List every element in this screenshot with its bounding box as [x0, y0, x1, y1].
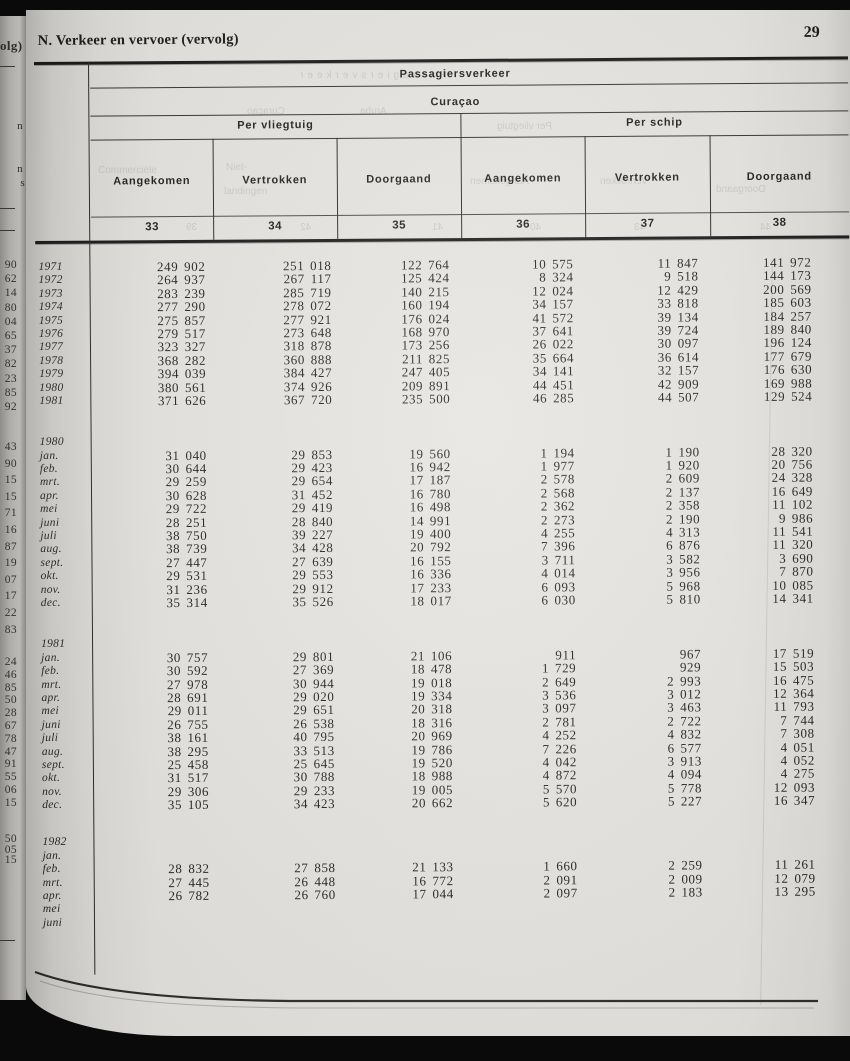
bleedthrough-text: 39 — [186, 222, 198, 233]
edge-rule-fragment — [0, 66, 15, 67]
edge-text-fragment: olg) — [0, 38, 23, 53]
bleedthrough-text: Commerciële — [98, 165, 157, 176]
facing-page-edge — [0, 16, 26, 1000]
edge-number-fragments: 43 90 15 15 71 16 87 19 07 17 22 83 — [4, 441, 17, 636]
page-bottom-rule — [34, 970, 818, 1009]
bleedthrough-text: landingen — [224, 186, 268, 197]
edge-number-fragments: 50 05 15 — [4, 833, 17, 866]
bleedthrough-text: Per vliegtuig — [497, 121, 553, 132]
bleedthrough-text: Aruba — [360, 106, 387, 117]
edge-rule-fragment — [0, 230, 15, 231]
bleedthrough-text: 41 — [432, 222, 444, 233]
bleedthrough-text: 42 — [300, 222, 312, 233]
edge-number-fragments: 24 46 85 50 28 67 78 47 91 55 06 15 — [4, 656, 17, 809]
edge-rule-fragment — [0, 940, 15, 941]
bleedthrough-text: Aangekomen — [470, 176, 529, 187]
bleedthrough-text: Curaçao — [247, 106, 285, 117]
document-page: N. Verkeer en vervoer (vervolg) 29 Passa… — [26, 10, 850, 1036]
bleedthrough-text: 44 — [760, 222, 772, 233]
edge-text-fragment: n — [17, 163, 23, 175]
edge-number-fragments: 90 62 14 80 04 65 37 82 23 85 92 — [4, 259, 17, 414]
edge-text-fragment: n — [17, 120, 23, 132]
edge-text-fragment: s — [20, 177, 25, 189]
bleedthrough-text: Passagiersverkeer — [296, 70, 447, 81]
bleedthrough-text: Niet- — [226, 162, 248, 173]
bleedthrough-text: 40 — [530, 222, 542, 233]
edge-rule-fragment — [0, 208, 15, 209]
bleedthrough-text: Vertrokken — [600, 176, 648, 187]
bleedthrough-text: 43 — [634, 222, 646, 233]
bleedthrough-text: Doorgaand — [716, 184, 766, 195]
